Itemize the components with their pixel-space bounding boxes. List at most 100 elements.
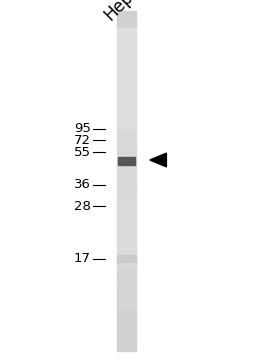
Bar [117,86,136,89]
Bar [117,174,136,178]
Bar [117,235,136,239]
Bar [117,314,136,317]
Bar [117,79,136,82]
Bar [117,239,136,242]
Bar [117,191,136,195]
Bar [117,344,136,348]
Bar [117,195,136,198]
Bar [117,99,136,103]
Text: 28: 28 [74,200,91,213]
Bar [117,130,136,133]
Bar [118,157,135,165]
Bar [117,255,136,262]
Bar [117,144,136,147]
Bar [117,11,136,14]
Bar [117,69,136,72]
Bar [117,150,136,154]
Bar [117,89,136,93]
Bar [117,157,136,161]
Bar [117,127,136,130]
Text: 36: 36 [74,178,91,191]
Bar [117,331,136,334]
Bar [117,120,136,123]
Bar [117,212,136,215]
Text: 55: 55 [74,146,91,159]
Bar [117,283,136,286]
Bar [117,48,136,52]
Bar [117,188,136,191]
Text: 72: 72 [74,134,91,147]
Bar [117,307,136,310]
Bar [117,42,136,45]
Bar [117,31,136,35]
Bar [117,334,136,337]
Bar [117,249,136,252]
Bar [117,123,136,127]
Bar [117,140,136,144]
Bar [117,252,136,256]
Bar [117,341,136,344]
Bar [117,317,136,320]
Bar [117,286,136,290]
Bar [117,256,136,259]
Bar [117,208,136,212]
Bar [117,218,136,222]
Bar [117,28,136,31]
Bar [117,205,136,208]
Bar [117,133,136,137]
Bar [117,324,136,327]
Bar [117,167,136,171]
Bar [117,269,136,273]
Bar [117,82,136,86]
Bar [117,38,136,42]
Bar [117,59,136,62]
Bar [117,164,136,167]
Bar [117,225,136,229]
Bar [117,76,136,79]
Bar [117,280,136,283]
Bar [117,232,136,235]
Bar [117,297,136,300]
Bar [117,266,136,269]
Bar [117,222,136,225]
Bar [117,14,136,18]
Bar [117,290,136,293]
Bar [117,184,136,188]
Bar [117,161,136,164]
Bar [117,65,136,69]
Bar [117,348,136,351]
Bar [117,293,136,297]
Bar [117,171,136,174]
Bar [117,55,136,59]
Bar [117,25,136,28]
Bar [117,72,136,76]
Bar [117,246,136,249]
Bar [117,276,136,280]
Text: 95: 95 [74,122,91,135]
Bar [117,242,136,246]
Bar [117,198,136,201]
Bar [117,300,136,303]
Bar [117,18,136,21]
Text: HepG2: HepG2 [100,0,153,24]
Bar [117,137,136,140]
Bar [117,178,136,181]
Bar [117,147,136,150]
Bar [117,113,136,116]
Bar [117,103,136,106]
Bar [117,35,136,38]
Bar [117,62,136,65]
Bar [117,52,136,55]
Bar [117,303,136,307]
Bar [117,45,136,48]
Text: 17: 17 [74,252,91,265]
Bar [117,93,136,96]
Bar [117,273,136,276]
Bar [117,21,136,25]
Bar [117,96,136,99]
Bar [117,116,136,120]
Bar [117,327,136,331]
Bar [117,310,136,314]
Bar [117,181,136,184]
Bar [117,201,136,205]
